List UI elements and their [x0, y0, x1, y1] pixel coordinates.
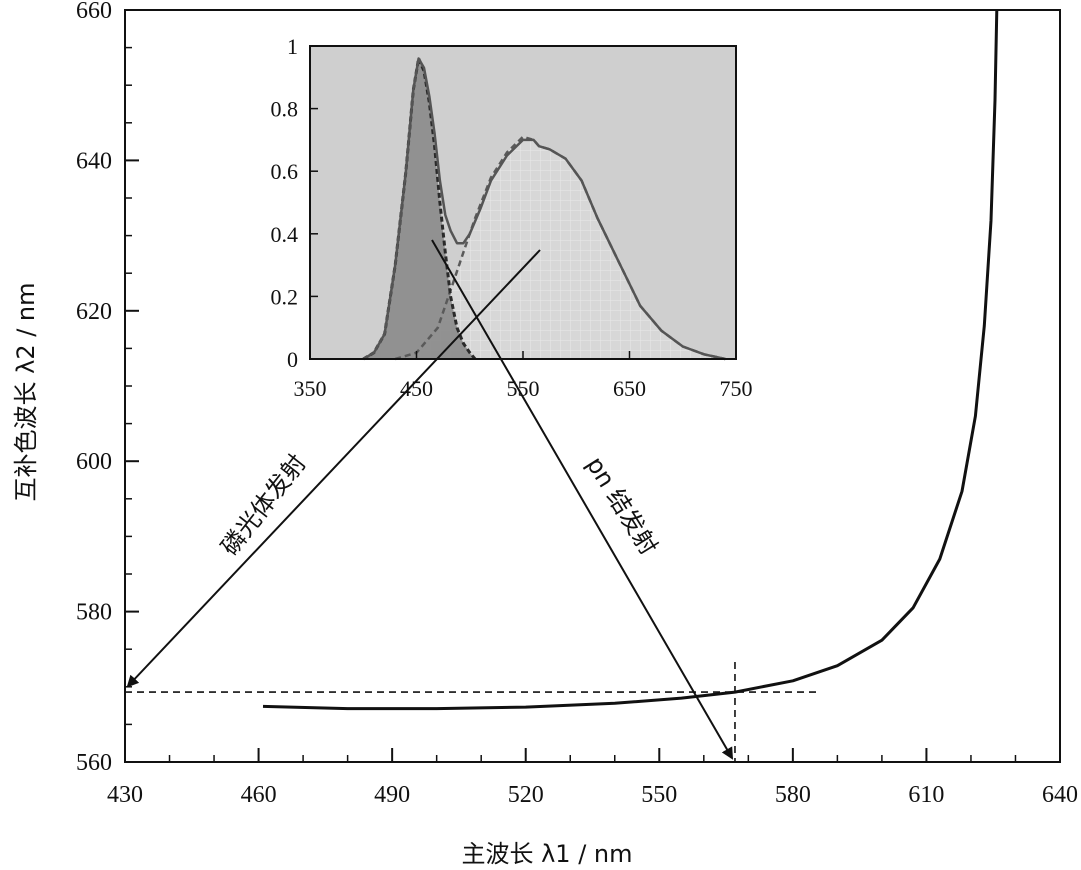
total-spectrum-line	[362, 57, 726, 361]
phosphor-emission-label: 磷光体发射	[216, 449, 312, 561]
x-axis-title: 主波长 λ1 / nm	[461, 840, 632, 868]
x-tick-label: 430	[107, 782, 143, 808]
y-axis-title: 互补色波长 λ2 / nm	[12, 282, 40, 501]
x-tick-label: 550	[641, 782, 677, 808]
y-tick-label: 640	[76, 148, 112, 174]
inset-x-tick-label: 350	[294, 376, 327, 401]
x-tick-label: 460	[241, 782, 277, 808]
y-tick-label: 580	[76, 600, 112, 626]
y-tick-label: 660	[76, 0, 112, 24]
y-tick-label: 600	[76, 449, 112, 475]
pn-junction-emission-label: pn 结发射	[581, 452, 663, 560]
inset-x-tick-label: 750	[720, 376, 753, 401]
x-tick-label: 610	[908, 782, 944, 808]
y-tick-label: 560	[76, 750, 112, 776]
main-axes: 430 460 490 520 550 580 610 640 560 580 600 620 640 6…	[76, 0, 1078, 808]
inset-series	[362, 53, 726, 361]
inset-x-tick-label: 650	[613, 376, 646, 401]
x-tick-label: 490	[374, 782, 410, 808]
inset-y-tick-label: 0.2	[271, 284, 299, 309]
complementary-wavelength-curve	[262, 9, 999, 711]
inset-y-tick-label: 0	[287, 347, 298, 372]
x-tick-label: 520	[508, 782, 544, 808]
pn-junction-arrow	[431, 239, 734, 760]
inset-y-tick-label: 1	[287, 34, 298, 59]
inset-y-tick-label: 0.8	[271, 97, 299, 122]
y-tick-label: 620	[76, 299, 112, 325]
inset-y-tick-label: 0.4	[271, 222, 299, 247]
x-tick-label: 640	[1042, 782, 1078, 808]
phosphor-band-area	[395, 136, 726, 359]
pn-junction-peak-area	[363, 58, 476, 359]
inset-y-tick-label: 0.6	[271, 159, 299, 184]
reference-lines	[125, 662, 818, 762]
phosphor-arrow	[126, 249, 541, 688]
main-series	[262, 9, 999, 711]
x-tick-label: 580	[775, 782, 811, 808]
